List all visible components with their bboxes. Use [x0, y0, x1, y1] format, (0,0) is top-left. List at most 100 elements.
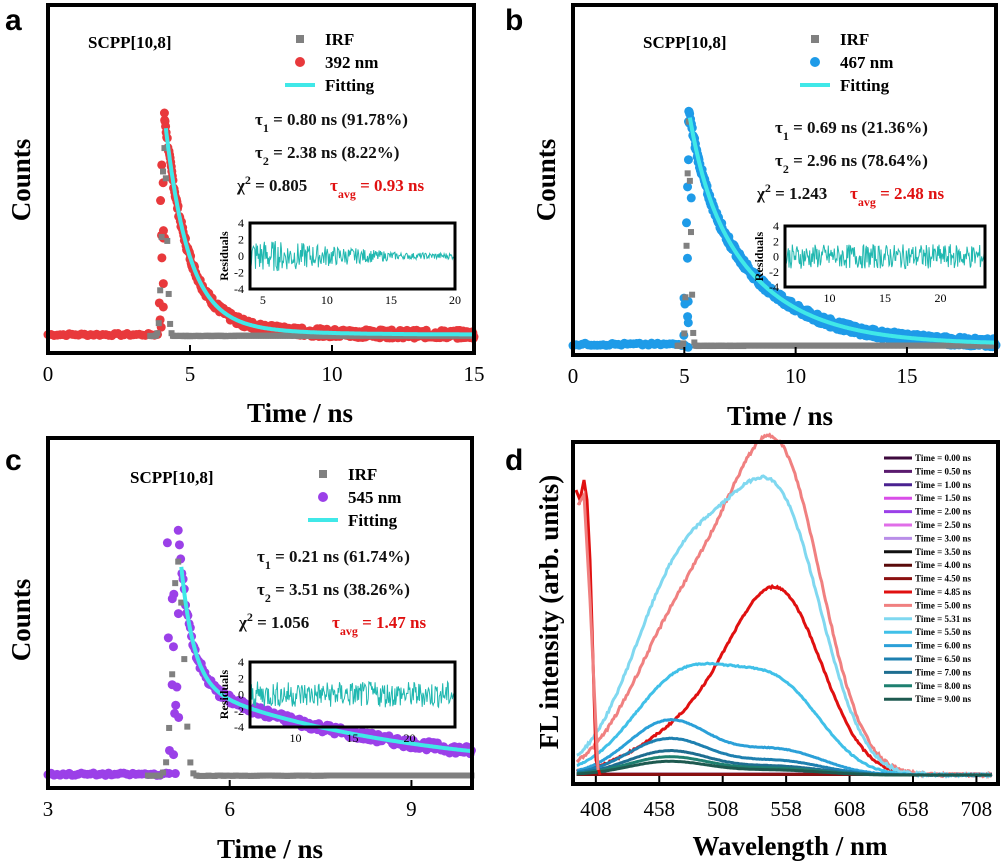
- inset-y-tick-label: 2: [238, 233, 244, 247]
- residual-trace: [249, 680, 456, 709]
- irf-point: [151, 772, 157, 779]
- irf-point: [381, 772, 388, 779]
- chi2-annotation-part: 2: [245, 173, 251, 187]
- irf-point: [359, 772, 366, 779]
- tau-annotation-part: τ: [257, 547, 265, 566]
- irf-point: [428, 772, 435, 779]
- x-tick-label: 508: [707, 797, 739, 821]
- x-tick-label: 5: [679, 364, 690, 388]
- inset-x-tick-label: 10: [823, 291, 835, 305]
- x-tick-label: 15: [896, 364, 917, 388]
- panel-letter: c: [5, 444, 22, 477]
- spike-line: [576, 490, 600, 771]
- irf-point: [208, 772, 215, 779]
- tau-avg-annotation-part: avg: [338, 187, 356, 201]
- data-point: [168, 642, 178, 652]
- legend-irf-marker: [296, 35, 304, 43]
- irf-point: [193, 772, 200, 779]
- inset-y-tick-label: 0: [238, 249, 244, 263]
- inset-y-label: Residuals: [217, 231, 231, 281]
- irf-point: [154, 772, 161, 779]
- inset-y-label: Residuals: [752, 232, 766, 282]
- tau-avg-annotation-part: τ: [330, 176, 338, 195]
- irf-point: [250, 772, 257, 779]
- tau-annotation-part: = 2.96 ns (78.64%): [789, 151, 928, 170]
- irf-point: [232, 772, 239, 779]
- legend-label: Time = 0.50 ns: [915, 466, 971, 476]
- irf-point: [680, 340, 687, 347]
- data-point: [682, 253, 692, 263]
- irf-point: [330, 772, 337, 779]
- irf-point: [163, 759, 170, 766]
- irf-point: [269, 772, 276, 779]
- irf-point: [284, 772, 291, 779]
- tau-annotation-part: 1: [263, 121, 269, 135]
- inset-y-tick-label: 4: [773, 219, 779, 233]
- x-tick-label: 0: [568, 364, 579, 388]
- irf-point: [395, 772, 402, 779]
- irf-point: [337, 772, 344, 779]
- irf-point: [154, 330, 161, 337]
- irf-point: [308, 772, 315, 779]
- inset-x-tick-label: 10: [321, 293, 333, 307]
- legend-label: Time = 3.00 ns: [915, 533, 971, 543]
- data-point: [158, 279, 168, 289]
- inset-x-tick-label: 20: [449, 293, 461, 307]
- tau-avg-annotation-part: τ: [850, 184, 858, 203]
- x-tick-label: 408: [580, 797, 612, 821]
- irf-point: [226, 772, 233, 779]
- panel-letter: b: [505, 4, 523, 37]
- irf-point: [260, 772, 267, 779]
- irf-point: [302, 772, 309, 779]
- tau-annotation-part: = 3.51 ns (38.26%): [271, 580, 410, 599]
- legend-label: Time = 0.00 ns: [915, 453, 971, 463]
- chi2-annotation: χ2 = 0.805: [236, 173, 307, 195]
- irf-point: [187, 759, 194, 766]
- irf-point: [257, 772, 263, 779]
- irf-point: [162, 175, 169, 182]
- irf-point: [190, 770, 197, 777]
- irf-point: [220, 772, 227, 779]
- plot-frame: [46, 3, 476, 355]
- legend-label: Time = 4.00 ns: [915, 560, 971, 570]
- y-axis-title: FL intensity (arb. units): [534, 475, 564, 750]
- inset-x-tick-label: 15: [347, 731, 359, 745]
- x-tick-label: 0: [43, 362, 54, 386]
- irf-point: [689, 291, 696, 298]
- inset-y-tick-label: 4: [238, 216, 244, 230]
- irf-point: [686, 177, 693, 184]
- tau-annotation: τ1 = 0.69 ns (21.36%): [775, 118, 928, 143]
- inset-y-tick-label: -2: [769, 265, 779, 279]
- tau-annotation-part: 1: [783, 129, 789, 143]
- legend-label: Time = 2.00 ns: [915, 507, 971, 517]
- legend-label: Time = 9.00 ns: [915, 694, 971, 704]
- legend-label: Time = 5.00 ns: [915, 600, 971, 610]
- legend-fit-label: Fitting: [348, 511, 398, 530]
- irf-point: [421, 772, 428, 779]
- x-tick-label: 458: [644, 797, 676, 821]
- inset-y-tick-label: -4: [769, 280, 779, 294]
- irf-point: [384, 772, 391, 779]
- data-point: [174, 712, 184, 722]
- data-point: [169, 589, 179, 599]
- x-tick-label: 5: [185, 362, 196, 386]
- irf-point: [435, 772, 442, 779]
- irf-point: [290, 772, 297, 779]
- chi2-annotation-part: = 1.243: [771, 184, 827, 203]
- legend-fit-label: Fitting: [840, 76, 890, 95]
- data-point: [158, 302, 168, 312]
- irf-point: [377, 772, 384, 779]
- x-tick-label: 608: [834, 797, 866, 821]
- irf-point: [410, 772, 417, 779]
- irf-point: [683, 242, 690, 249]
- tau-annotation-part: τ: [775, 118, 783, 137]
- data-point: [156, 196, 166, 206]
- irf-point: [166, 724, 173, 731]
- legend-label: Time = 6.00 ns: [915, 641, 971, 651]
- irf-point: [202, 772, 209, 779]
- tau-avg-annotation-part: = 0.93 ns: [356, 176, 425, 195]
- irf-point: [373, 772, 380, 779]
- irf-point: [461, 772, 468, 779]
- fitting-line: [163, 127, 474, 337]
- x-tick-label: 3: [43, 797, 54, 821]
